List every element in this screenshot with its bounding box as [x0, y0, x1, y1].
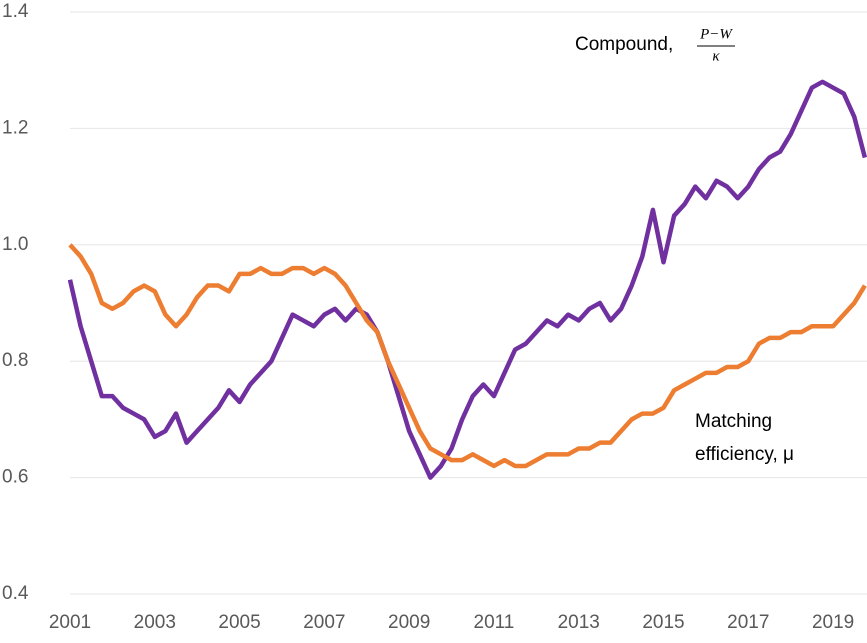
x-tick-label: 2009 — [388, 612, 430, 633]
y-tick-label: 1.4 — [2, 1, 29, 22]
x-tick-label: 2001 — [49, 612, 91, 633]
plot — [67, 79, 867, 480]
annotation-numerator: P−W — [699, 26, 733, 42]
series-line — [67, 79, 867, 480]
x-tick-label: 2015 — [642, 612, 684, 633]
y-tick-label: 1.0 — [2, 234, 28, 255]
x-tick-label: 2003 — [134, 612, 176, 633]
y-tick-label: 1.2 — [2, 117, 28, 138]
y-tick-label: 0.6 — [2, 467, 28, 488]
grid — [70, 11, 867, 595]
x-tick-label: 2013 — [558, 612, 600, 633]
x-tick-label: 2019 — [812, 612, 854, 633]
series-line — [68, 243, 867, 469]
annotation: Compound, — [575, 34, 673, 55]
x-tick-label: 2007 — [303, 612, 345, 633]
annotation-denominator: κ — [712, 48, 720, 64]
y-tick-label: 0.4 — [2, 583, 29, 604]
x-tick-label: 2005 — [218, 612, 260, 633]
y-tick-label: 0.8 — [2, 350, 28, 371]
annotation: efficiency, μ — [695, 444, 794, 465]
x-tick-label: 2017 — [727, 612, 769, 633]
x-tick-label: 2011 — [474, 612, 515, 633]
annotation: Matching — [695, 411, 772, 432]
